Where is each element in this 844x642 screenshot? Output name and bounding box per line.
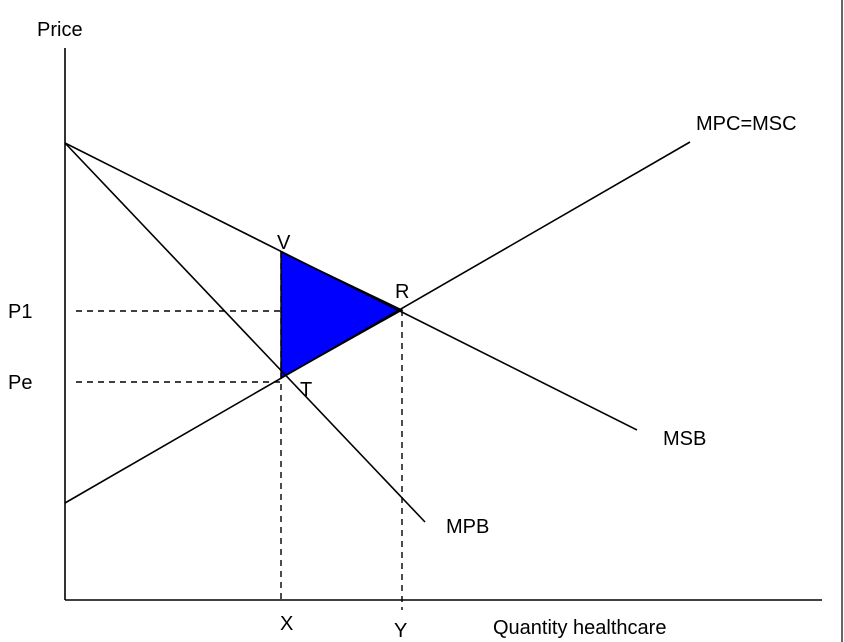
point-t-label: T — [300, 379, 312, 401]
msb-label: MSB — [663, 428, 706, 450]
msb-curve — [65, 143, 637, 430]
p1-label: P1 — [8, 301, 32, 323]
y-axis-label: Price — [37, 19, 83, 41]
x-axis-label: Quantity healthcare — [493, 617, 666, 639]
point-v-label: V — [277, 232, 291, 254]
mpc-msc-label: MPC=MSC — [696, 113, 797, 135]
point-r-label: R — [395, 281, 409, 303]
welfare-loss-triangle — [281, 252, 402, 378]
x-quantity-label: X — [280, 613, 293, 635]
mpc-msc-curve — [65, 142, 690, 503]
mpb-curve — [65, 143, 425, 522]
pe-label: Pe — [8, 372, 32, 394]
y-quantity-label: Y — [394, 620, 407, 642]
mpb-label: MPB — [446, 516, 489, 538]
